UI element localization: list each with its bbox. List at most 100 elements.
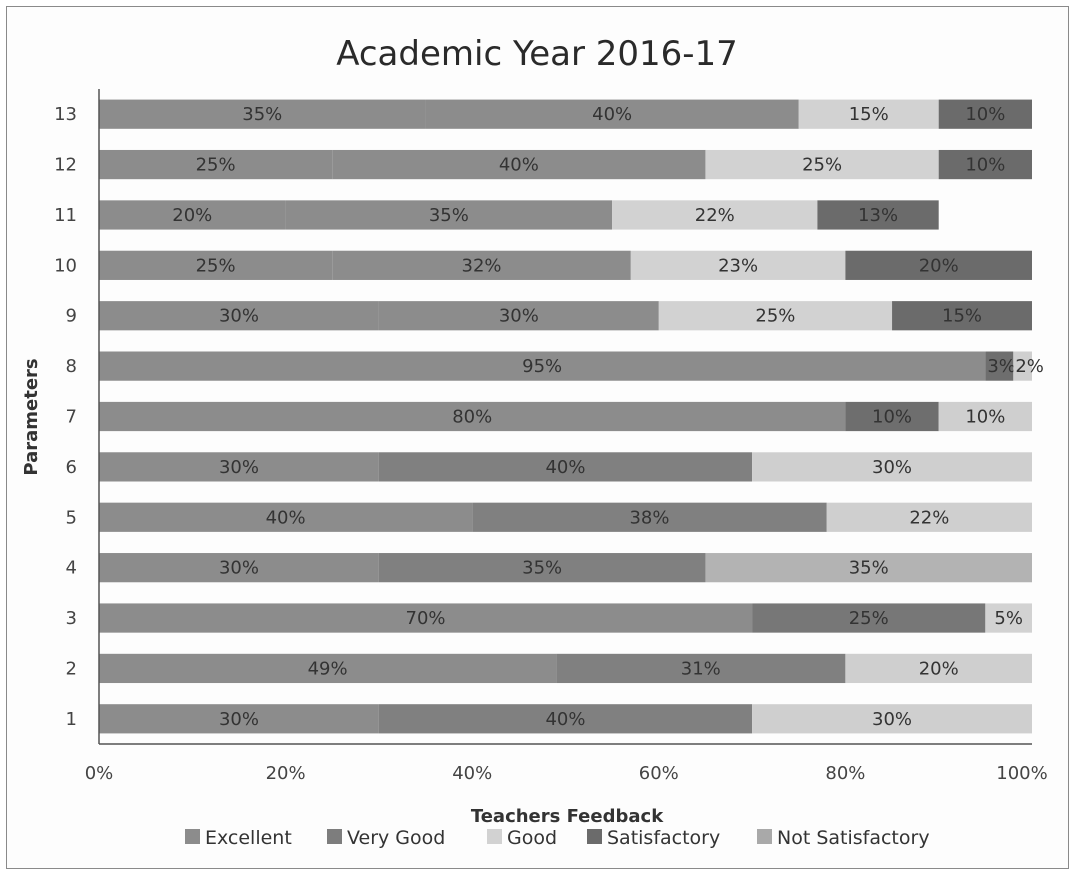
bar-segment [798,99,939,129]
data-label: 23% [718,255,758,276]
bar-segment [285,200,613,230]
y-tick-label: 12 [54,155,77,176]
data-label: 40% [266,507,306,528]
data-label: 35% [429,205,469,226]
legend: Excellent Very Good Good Satisfactory Not Sa… [185,827,930,849]
data-label: 25% [196,155,236,176]
bar-segment [99,653,557,684]
data-label: 10% [965,104,1005,125]
data-label: 35% [242,104,282,125]
x-tick-label: 60% [639,763,679,784]
bar-segment [99,250,333,280]
x-axis-title: Teachers Feedback [471,806,664,827]
data-label: 49% [308,658,348,679]
data-label: 22% [695,205,735,226]
data-label: 40% [545,709,585,730]
x-tick-label: 40% [452,763,492,784]
data-label: 22% [909,507,949,528]
data-label: 80% [452,407,492,428]
bar-segment [99,452,379,482]
bar-segment [99,603,753,633]
bar-segment [99,704,379,734]
chart-frame: Academic Year 2016-17 30% 40% 30% 49% 31% 20%… [6,6,1069,869]
bar-segment [845,653,1032,684]
bar-segment [752,452,1032,482]
data-label: 30% [872,709,912,730]
data-label: 25% [802,155,842,176]
data-label: 95% [522,356,562,377]
bar-segment [892,301,1032,331]
bar-segment [99,99,426,129]
data-label: 25% [849,608,889,629]
bar-segment [826,502,1032,532]
bar-segment [99,301,379,331]
y-tick-label: 11 [54,205,77,226]
bar-segment [378,452,753,482]
data-label: 10% [872,407,912,428]
data-label: 35% [849,558,889,579]
bar-segment [845,250,1032,280]
bar-segment [378,553,706,583]
bar-segment [332,250,631,280]
data-label: 20% [172,205,212,226]
data-label: 25% [196,255,236,276]
data-label: 31% [681,658,721,679]
data-label: 30% [219,457,259,478]
legend-label: Good [507,827,557,849]
data-label: 32% [462,255,502,276]
data-label: 35% [522,558,562,579]
data-label: 40% [499,155,539,176]
data-label: 30% [499,306,539,327]
x-tick-label: 80% [825,763,865,784]
legend-swatch [185,829,200,844]
y-tick-label: 9 [66,306,77,327]
y-tick-label: 10 [54,255,77,276]
data-label: 10% [965,407,1005,428]
data-label: 10% [965,155,1005,176]
bar-segment [985,603,1032,633]
y-tick-label: 2 [66,658,77,679]
y-axis-title: Parameters [21,358,42,475]
bar-segment [99,351,986,381]
y-tick-label: 3 [66,608,77,629]
bar-segment [938,149,1032,180]
data-label: 40% [545,457,585,478]
data-label: 13% [858,205,898,226]
data-label: 40% [592,104,632,125]
data-label: 5% [994,608,1023,629]
legend-swatch [587,829,602,844]
bar-segment [752,603,986,633]
bar-segment [630,250,846,280]
stacked-bar-chart: Academic Year 2016-17 30% 40% 30%49% 31% 20%… [21,34,1048,849]
data-label: 20% [919,658,959,679]
data-label: 30% [872,457,912,478]
bar-segment [99,502,473,532]
x-tick-label: 20% [266,763,306,784]
bar-segment [556,653,846,684]
bar-segment [817,200,939,230]
data-label: 15% [849,104,889,125]
bar-segment [612,200,818,230]
y-tick-label: 6 [66,457,77,478]
bar-segment [705,553,1032,583]
bar-segment [99,149,333,180]
data-label: 3% [987,356,1016,377]
data-label: 30% [219,558,259,579]
bar-segment [985,351,1014,381]
legend-label: Satisfactory [607,827,720,849]
legend-swatch [757,829,772,844]
x-tick-label: 0% [85,763,114,784]
bar-segment [425,99,799,129]
bar-segment [332,149,706,180]
data-label: 15% [942,306,982,327]
bar-segment [378,704,753,734]
data-label: 20% [919,255,959,276]
legend-label: Excellent [205,827,292,849]
data-label: 38% [629,507,669,528]
x-tick-labels: 0% 20% 40% 60% 80% 100% [85,763,1048,784]
bar-segment [752,704,1032,734]
legend-swatch [327,829,342,844]
data-label: 30% [219,709,259,730]
bar-segment [472,502,827,532]
bars-group: 30% 40% 30% 49% 31% 20% 70% 25% 5% 30% 35% 35% 40% 38… [99,99,1044,734]
